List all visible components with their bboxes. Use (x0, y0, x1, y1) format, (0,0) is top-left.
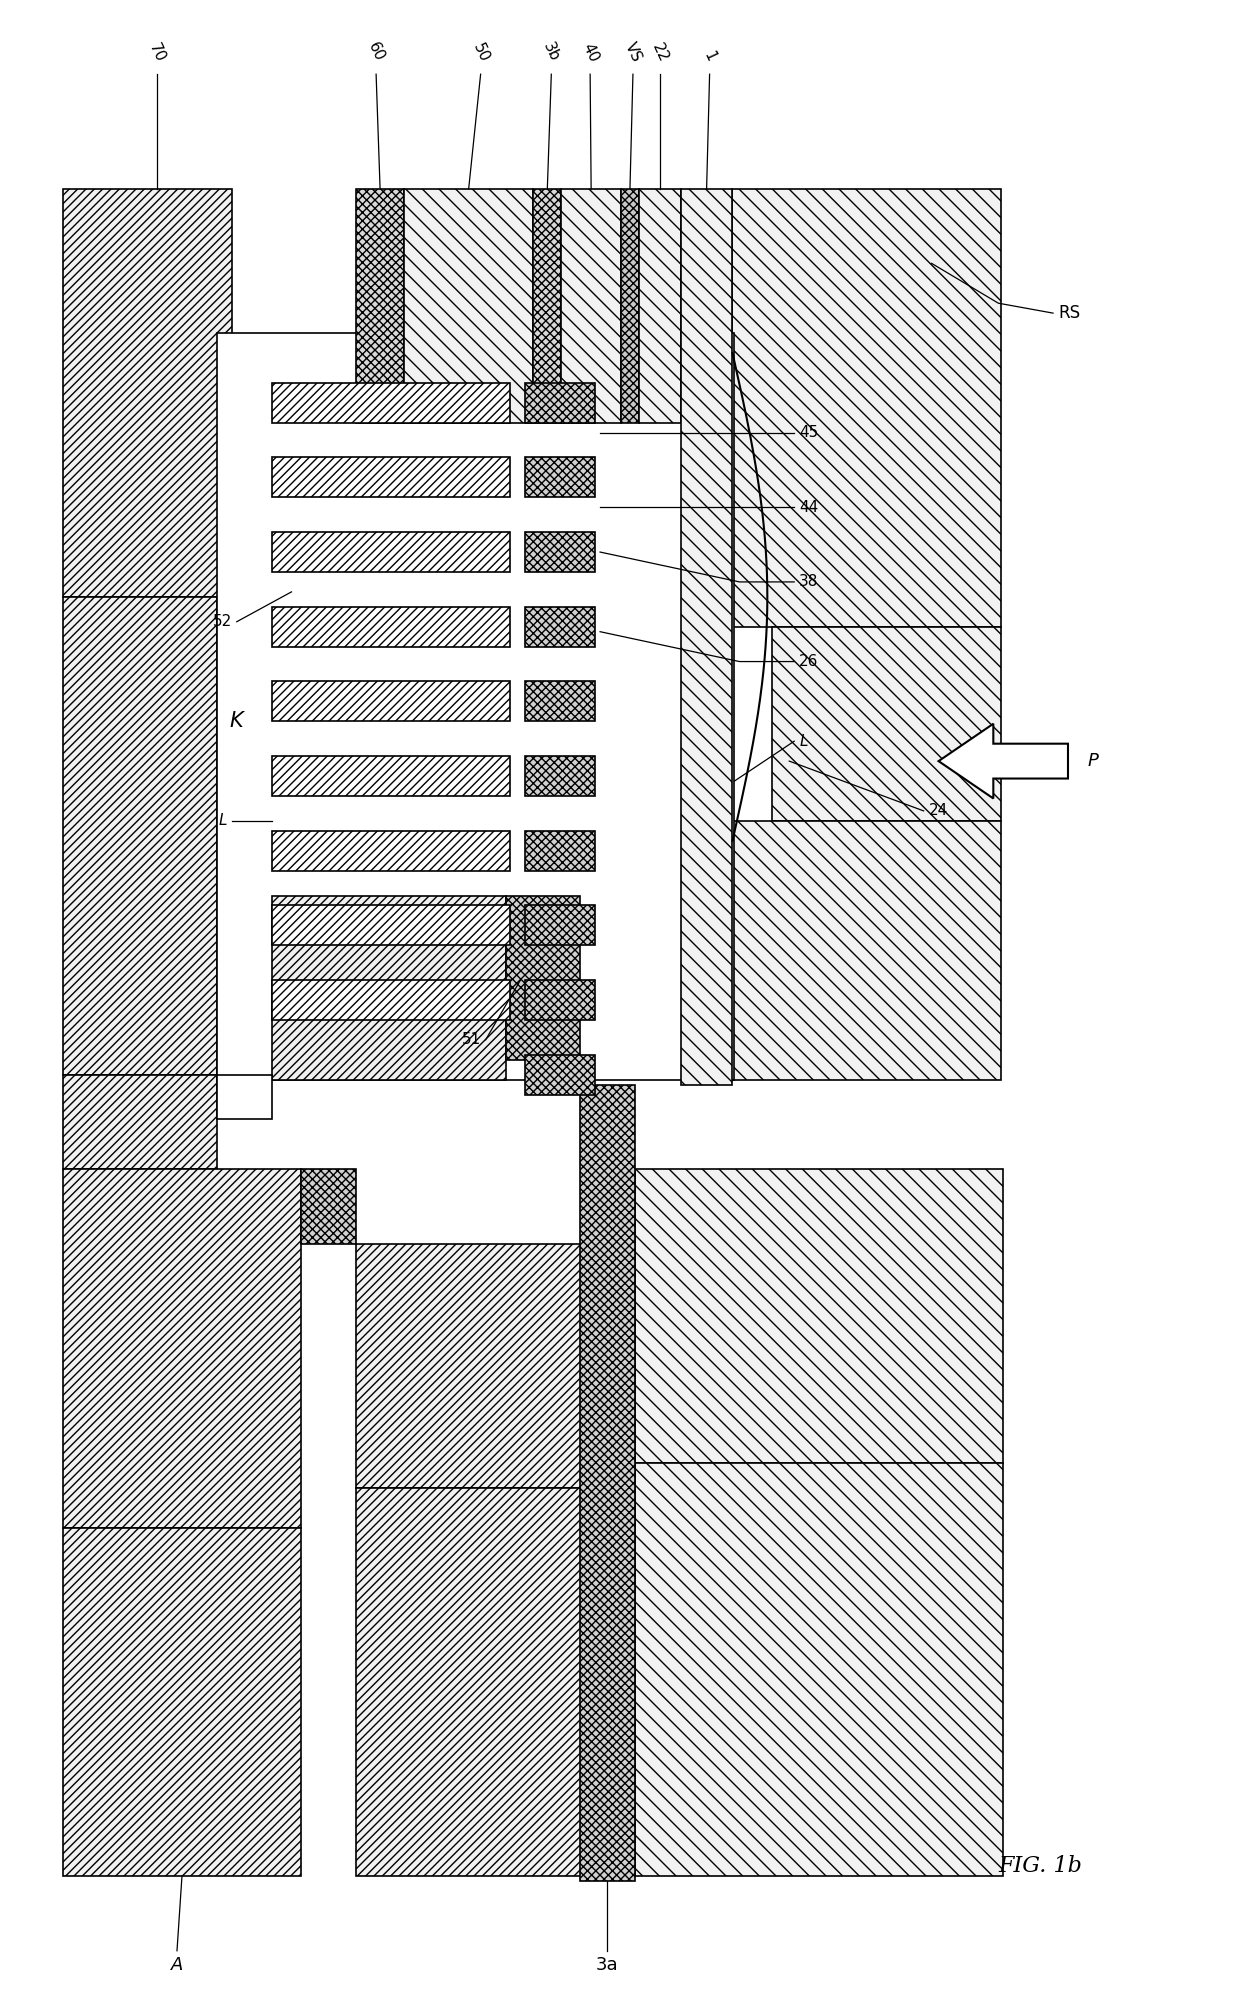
Bar (62, 1528, 301, 1877)
Text: 26: 26 (800, 653, 818, 669)
Text: 50: 50 (470, 40, 491, 65)
Bar (272, 831, 511, 871)
Text: K: K (229, 712, 243, 732)
Bar (562, 190, 621, 423)
Bar (526, 756, 595, 796)
Bar (526, 831, 595, 871)
Bar (526, 905, 595, 946)
Bar (621, 190, 639, 423)
Bar (272, 681, 511, 722)
Text: 3b: 3b (541, 40, 562, 65)
Bar (356, 190, 404, 423)
Bar (404, 190, 533, 423)
Bar (526, 383, 595, 423)
Bar (733, 821, 1001, 1081)
Bar (526, 980, 595, 1020)
Text: 60: 60 (366, 40, 387, 65)
Bar (272, 607, 511, 647)
Text: 51: 51 (461, 1032, 481, 1048)
Text: 22: 22 (649, 40, 671, 65)
Bar (272, 895, 506, 1081)
Bar (62, 1169, 301, 1528)
Text: L: L (800, 734, 807, 748)
Bar (62, 597, 217, 1075)
Bar (639, 190, 681, 423)
Bar (272, 980, 511, 1020)
Bar (526, 607, 595, 647)
Text: VS: VS (622, 40, 644, 65)
Bar (272, 532, 511, 573)
Bar (635, 1169, 1003, 1464)
Bar (526, 1054, 595, 1095)
Bar (62, 190, 232, 597)
Text: 45: 45 (800, 425, 818, 439)
Bar (733, 190, 1001, 627)
Bar (217, 333, 734, 1081)
Bar (272, 383, 511, 423)
Bar (272, 905, 511, 946)
Text: 3a: 3a (595, 1956, 619, 1974)
Bar (526, 532, 595, 573)
Bar (526, 458, 595, 498)
Bar (217, 1075, 272, 1119)
Bar (62, 1075, 217, 1169)
Text: L: L (218, 812, 227, 829)
Text: 44: 44 (800, 500, 818, 514)
Text: RS: RS (1058, 304, 1080, 323)
Text: FIG. 1b: FIG. 1b (998, 1855, 1083, 1877)
Bar (272, 458, 511, 498)
Text: 1: 1 (701, 48, 718, 65)
Bar (356, 1488, 585, 1877)
Bar (526, 681, 595, 722)
Bar (272, 756, 511, 796)
Text: 40: 40 (579, 40, 601, 65)
Text: 24: 24 (929, 804, 947, 818)
Text: P: P (1087, 752, 1099, 770)
Bar (301, 1169, 356, 1244)
Bar (533, 190, 562, 423)
Bar (356, 1244, 585, 1488)
Bar (580, 1085, 635, 1881)
Bar (773, 627, 1001, 821)
FancyArrow shape (939, 724, 1068, 798)
Bar (506, 895, 580, 1060)
Text: 70: 70 (146, 40, 167, 65)
Text: 52: 52 (212, 615, 232, 629)
Text: A: A (171, 1956, 184, 1974)
Text: 38: 38 (800, 575, 818, 589)
Bar (635, 1464, 1003, 1877)
Bar (681, 190, 733, 1085)
